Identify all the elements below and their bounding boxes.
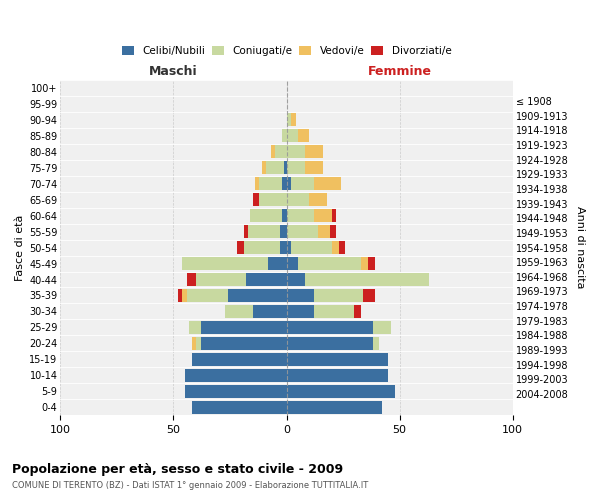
Bar [244, 225, 248, 238]
Bar [185, 369, 287, 382]
Bar [191, 353, 287, 366]
Bar [305, 161, 323, 174]
Bar [259, 193, 287, 206]
Bar [329, 225, 337, 238]
Bar [287, 209, 314, 222]
Bar [280, 225, 287, 238]
Bar [191, 337, 196, 350]
Bar [314, 289, 364, 302]
Bar [253, 305, 287, 318]
Bar [271, 145, 275, 158]
Bar [282, 177, 287, 190]
Bar [268, 257, 287, 270]
Bar [259, 177, 282, 190]
Bar [237, 241, 244, 254]
Bar [373, 337, 379, 350]
Bar [305, 273, 429, 286]
Bar [196, 273, 246, 286]
Bar [182, 257, 268, 270]
Bar [287, 337, 373, 350]
Bar [373, 321, 391, 334]
Y-axis label: Fasce di età: Fasce di età [15, 214, 25, 280]
Bar [364, 289, 375, 302]
Bar [185, 385, 287, 398]
Bar [282, 129, 287, 142]
Bar [368, 257, 375, 270]
Bar [228, 289, 287, 302]
Bar [287, 321, 373, 334]
Bar [282, 209, 287, 222]
Bar [287, 289, 314, 302]
Bar [248, 225, 280, 238]
Bar [196, 337, 200, 350]
Bar [187, 273, 196, 286]
Bar [244, 241, 280, 254]
Bar [187, 289, 228, 302]
Bar [291, 177, 314, 190]
Bar [200, 321, 287, 334]
Legend: Celibi/Nubili, Coniugati/e, Vedovi/e, Divorziati/e: Celibi/Nubili, Coniugati/e, Vedovi/e, Di… [118, 42, 455, 60]
Text: Popolazione per età, sesso e stato civile - 2009: Popolazione per età, sesso e stato civil… [12, 462, 343, 475]
Bar [314, 177, 341, 190]
Y-axis label: Anni di nascita: Anni di nascita [575, 206, 585, 289]
Bar [318, 225, 329, 238]
Text: COMUNE DI TERENTO (BZ) - Dati ISTAT 1° gennaio 2009 - Elaborazione TUTTITALIA.IT: COMUNE DI TERENTO (BZ) - Dati ISTAT 1° g… [12, 481, 368, 490]
Bar [287, 113, 291, 126]
Bar [314, 209, 332, 222]
Bar [189, 321, 200, 334]
Bar [287, 305, 314, 318]
Bar [284, 161, 287, 174]
Bar [332, 209, 337, 222]
Bar [287, 385, 395, 398]
Bar [287, 400, 382, 414]
Bar [200, 337, 287, 350]
Bar [255, 177, 259, 190]
Text: Femmine: Femmine [368, 65, 431, 78]
Bar [246, 273, 287, 286]
Bar [262, 161, 266, 174]
Bar [287, 273, 305, 286]
Bar [253, 193, 259, 206]
Bar [250, 209, 282, 222]
Bar [287, 369, 388, 382]
Bar [287, 177, 291, 190]
Bar [361, 257, 368, 270]
Bar [287, 145, 305, 158]
Bar [287, 129, 298, 142]
Bar [226, 305, 253, 318]
Bar [298, 129, 309, 142]
Bar [287, 225, 318, 238]
Bar [266, 161, 284, 174]
Bar [287, 353, 388, 366]
Bar [287, 193, 309, 206]
Bar [305, 145, 323, 158]
Bar [309, 193, 327, 206]
Bar [291, 113, 296, 126]
Bar [191, 400, 287, 414]
Text: Maschi: Maschi [149, 65, 198, 78]
Bar [280, 241, 287, 254]
Bar [178, 289, 182, 302]
Bar [338, 241, 346, 254]
Bar [287, 161, 305, 174]
Bar [298, 257, 361, 270]
Bar [287, 241, 291, 254]
Bar [355, 305, 361, 318]
Bar [287, 257, 298, 270]
Bar [182, 289, 187, 302]
Bar [291, 241, 332, 254]
Bar [314, 305, 355, 318]
Bar [332, 241, 338, 254]
Bar [275, 145, 287, 158]
